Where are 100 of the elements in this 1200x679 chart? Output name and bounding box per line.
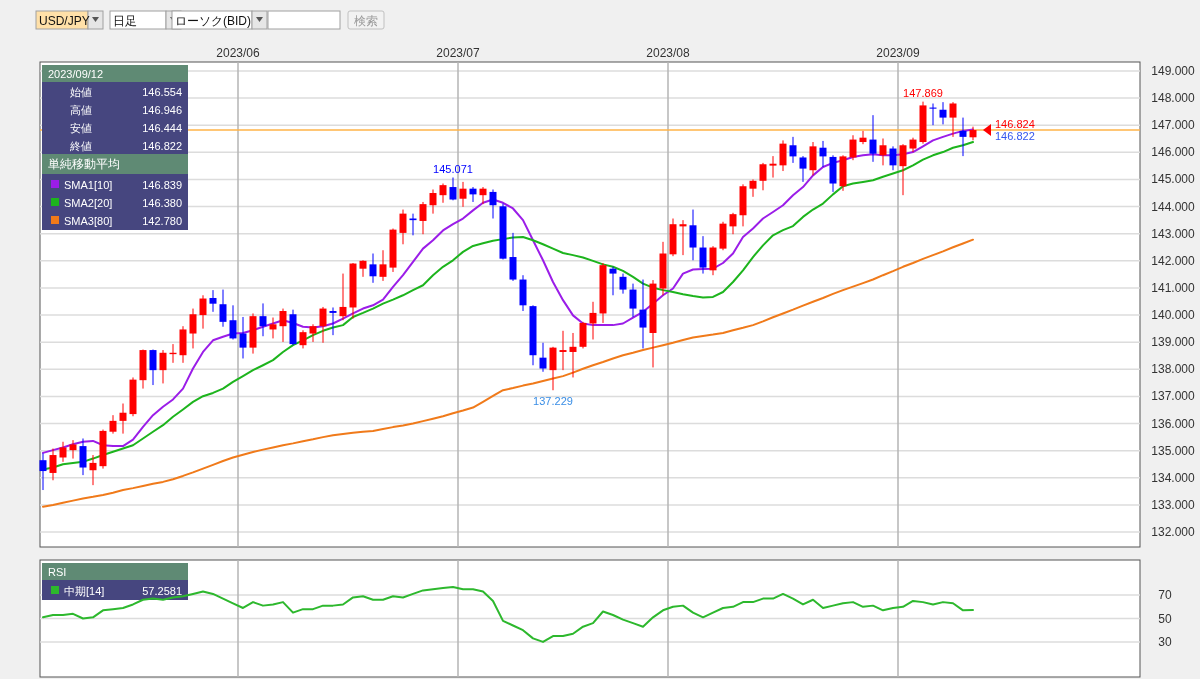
candlestick <box>149 349 157 386</box>
candlestick <box>539 342 547 373</box>
candlestick <box>699 235 707 275</box>
x-tick-label: 2023/09 <box>876 46 921 60</box>
candlestick <box>489 188 497 220</box>
candlestick <box>69 439 77 460</box>
y-tick-label: 70 <box>1158 588 1172 603</box>
annotation: 146.380 <box>142 197 182 209</box>
candlestick <box>579 321 587 349</box>
candlestick <box>879 137 887 166</box>
y-tick-label: 136.000 <box>1151 416 1196 431</box>
candlestick <box>799 155 807 183</box>
candlestick <box>639 279 647 349</box>
candlestick <box>609 266 617 296</box>
candlestick <box>429 188 437 215</box>
candlestick <box>869 114 877 163</box>
annotation: 2023/09/12 <box>48 68 104 80</box>
candlestick <box>369 253 377 284</box>
candlestick <box>759 162 767 191</box>
candlestick <box>819 140 827 168</box>
y-tick-label: 132.000 <box>1151 525 1196 540</box>
candlestick <box>949 101 957 138</box>
candlestick <box>399 209 407 245</box>
annotation: 高値 <box>70 104 92 116</box>
chart-title: RSI <box>48 566 67 578</box>
candlestick <box>859 130 867 145</box>
candlestick <box>239 316 247 359</box>
candlestick <box>849 134 857 161</box>
y-tick-label: 135.000 <box>1151 443 1196 458</box>
y-tick-label: 145.000 <box>1151 172 1196 187</box>
candlestick <box>269 317 277 339</box>
y-tick-label: 141.000 <box>1151 280 1196 295</box>
candlestick <box>619 273 627 295</box>
candlestick <box>479 186 487 205</box>
candlestick <box>689 209 697 261</box>
annotation: 終値 <box>69 140 92 152</box>
candlestick <box>339 273 347 321</box>
y-tick-label: 142.000 <box>1151 253 1196 268</box>
legend-label: 中期[14] <box>64 585 105 597</box>
y-tick-label: 30 <box>1158 634 1172 649</box>
candlestick <box>769 155 777 179</box>
annotation: 137.229 <box>533 395 573 408</box>
candlestick <box>219 289 227 328</box>
candlestick <box>569 332 577 378</box>
candlestick <box>379 249 387 282</box>
y-tick-label: 149.000 <box>1151 63 1196 78</box>
candlestick <box>459 181 467 208</box>
candlestick <box>559 330 567 371</box>
candlestick <box>629 283 637 318</box>
candlestick <box>299 329 307 349</box>
candlestick <box>889 145 897 171</box>
toolbar: USD/JPY 日足 ローソク(BID) 検索 <box>35 10 385 30</box>
candlestick <box>549 346 557 391</box>
y-tick-label: 139.000 <box>1151 335 1196 350</box>
y-tick-label: 50 <box>1158 611 1172 626</box>
y-tick-label: 147.000 <box>1151 118 1196 133</box>
y-tick-label: 138.000 <box>1151 362 1196 377</box>
candlestick <box>279 308 287 343</box>
x-tick-label: 2023/08 <box>646 46 691 60</box>
candlestick <box>159 349 167 384</box>
annotation: 146.822 <box>142 140 182 152</box>
annotation: 146.946 <box>142 104 182 116</box>
annotation: 単純移動平均 <box>48 157 120 171</box>
x-tick-label: 2023/07 <box>436 46 481 60</box>
x-tick-label: 2023/06 <box>216 46 261 60</box>
candlestick <box>959 117 967 157</box>
legend-label: SMA1[10] <box>64 179 113 191</box>
y-tick-label: 144.000 <box>1151 199 1196 214</box>
annotation: 146.554 <box>142 86 182 98</box>
candlestick <box>899 143 907 196</box>
candlestick <box>789 136 797 164</box>
line-series <box>42 585 974 643</box>
candlestick <box>229 304 237 340</box>
candlestick <box>729 212 737 235</box>
candlestick <box>109 414 117 435</box>
candlestick <box>189 308 197 349</box>
y-tick-label: 146.000 <box>1151 145 1196 160</box>
legend-label: SMA2[20] <box>64 197 113 209</box>
candlestick <box>749 178 757 198</box>
candlestick <box>329 306 337 336</box>
candlestick <box>589 301 597 340</box>
candlestick <box>39 452 47 491</box>
candlestick <box>309 323 317 343</box>
candlestick <box>89 454 97 486</box>
candlestick <box>259 302 267 337</box>
annotation: 安値 <box>70 122 92 134</box>
y-tick-label: 133.000 <box>1151 497 1196 512</box>
candlestick <box>49 448 57 481</box>
candlestick <box>779 139 787 172</box>
candlestick <box>419 201 427 235</box>
y-tick-label: 137.000 <box>1151 389 1196 404</box>
candlestick <box>59 441 67 463</box>
ref-line-label: 146.824 <box>995 117 1035 130</box>
candlestick <box>119 403 127 435</box>
candlestick <box>439 183 447 204</box>
line-series <box>42 238 974 508</box>
annotation: 146.444 <box>142 122 182 134</box>
y-tick-label: 148.000 <box>1151 91 1196 106</box>
annotation: 145.071 <box>433 162 473 175</box>
annotation: 146.822 <box>995 130 1035 143</box>
